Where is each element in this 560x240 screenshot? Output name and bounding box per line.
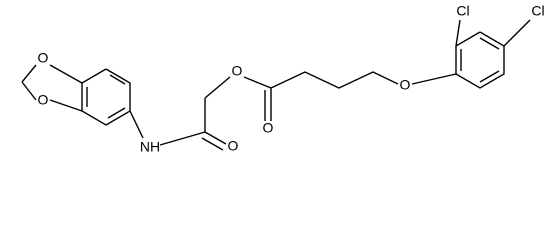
page: O O NH O O O O Cl Cl (() => { const data…: [21, 2, 545, 155]
molecule: O O NH O O O O Cl Cl: [21, 3, 545, 155]
atom-label: O: [38, 92, 49, 108]
atom-label: O: [400, 77, 411, 93]
atom-label: NH: [140, 139, 160, 155]
double-bond: [479, 37, 500, 50]
bond: [503, 19, 531, 47]
bond: [129, 110, 144, 139]
bonds: [21, 19, 531, 151]
bond: [49, 99, 83, 112]
bond: [21, 81, 37, 101]
bond: [204, 76, 231, 99]
bond: [411, 73, 457, 85]
atom-label: O: [263, 120, 274, 136]
benzene-ring: [455, 31, 505, 89]
double-bond: [201, 137, 224, 151]
bond: [455, 19, 461, 47]
bond: [204, 131, 227, 145]
bond: [243, 76, 272, 89]
atom-label: O: [38, 50, 49, 66]
double-bond: [107, 107, 126, 119]
atom-label: Cl: [531, 3, 544, 19]
chain: [270, 71, 399, 89]
double-bond: [479, 70, 500, 83]
bond: [21, 64, 37, 83]
benzene-ring: [81, 68, 131, 126]
atom-label: O: [232, 63, 243, 79]
atom-label: O: [228, 138, 239, 154]
bond: [49, 64, 83, 84]
bond: [159, 131, 206, 146]
double-bond: [109, 74, 126, 85]
atom-label: Cl: [456, 3, 469, 19]
